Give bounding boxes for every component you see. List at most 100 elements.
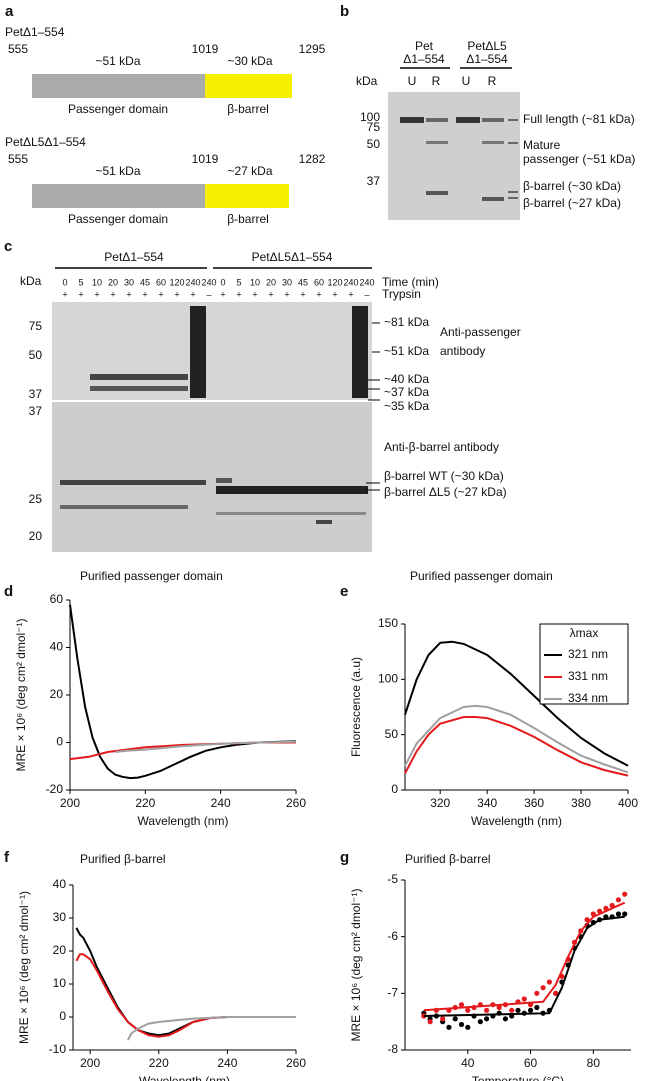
- chart: g Purified β-barrel -8 -7 -6 -5 40 60 80 Temperat…: [340, 849, 631, 1081]
- y-tick-label: -8: [387, 1042, 398, 1056]
- time: 240: [201, 277, 216, 287]
- data-point: [446, 1024, 452, 1030]
- y-tick-label: -7: [387, 986, 398, 1000]
- lane-group: PetΔL5: [467, 39, 507, 53]
- x-tick-label: 260: [286, 1056, 306, 1070]
- time: 240: [185, 277, 200, 287]
- domain-label: Passenger domain: [68, 102, 168, 116]
- x-tick-label: 200: [60, 796, 80, 810]
- data-point: [509, 1007, 515, 1013]
- data-point: [465, 1024, 471, 1030]
- trypsin: +: [220, 289, 225, 299]
- lane-label: U: [408, 74, 417, 88]
- data-line: [115, 740, 297, 753]
- data-point: [515, 1007, 521, 1013]
- x-tick-label: 360: [524, 796, 544, 810]
- lane-group: Pet: [415, 39, 434, 53]
- trypsin: +: [268, 289, 273, 299]
- axis-title: Trypsin: [382, 287, 421, 301]
- time: 5: [78, 277, 83, 287]
- unit: kDa: [356, 74, 378, 88]
- y-tick-label: 0: [59, 1009, 66, 1023]
- y-axis-title: MRE × 10⁶ (deg cm² dmol⁻¹): [349, 889, 363, 1042]
- panel-label: f: [4, 849, 10, 866]
- data-point: [622, 911, 628, 917]
- panel-label: a: [5, 3, 14, 20]
- y-tick-label: 40: [50, 640, 64, 654]
- data-point: [465, 1007, 471, 1013]
- x-tick-label: 200: [80, 1056, 100, 1070]
- legend-box: [539, 623, 629, 705]
- marker: 20: [29, 529, 43, 543]
- gel-c: [52, 267, 380, 552]
- panel-label: g: [340, 849, 349, 866]
- x-tick-label: 40: [461, 1056, 475, 1070]
- data-line: [423, 901, 626, 1012]
- data-line: [423, 915, 625, 1017]
- trypsin: +: [316, 289, 321, 299]
- y-tick-label: 50: [385, 727, 399, 741]
- data-line: [69, 604, 297, 780]
- trypsin: +: [300, 289, 305, 299]
- trypsin: +: [62, 289, 67, 299]
- chart: e Purified passenger domain 0 50 100 150 320 34…: [340, 569, 638, 828]
- time: 45: [140, 277, 150, 287]
- trypsin: +: [284, 289, 289, 299]
- lane-label: R: [432, 74, 441, 88]
- annotation: passenger (~51 kDa): [523, 152, 635, 166]
- y-tick-label: 20: [53, 943, 67, 957]
- time: 240: [359, 277, 374, 287]
- annotation: β-barrel (~30 kDa): [523, 179, 621, 193]
- marker: 37: [367, 174, 381, 188]
- panel-label: e: [340, 583, 348, 600]
- marker: 37: [29, 404, 43, 418]
- data-point: [477, 1019, 483, 1025]
- y-axis-title: MRE × 10⁶ (deg cm² dmol⁻¹): [17, 891, 31, 1044]
- antibody: Anti-passenger: [440, 325, 521, 339]
- gel-b: [388, 67, 520, 220]
- group: PetΔ1–554: [104, 250, 164, 264]
- y-tick-label: 150: [378, 616, 398, 630]
- antibody: antibody: [440, 344, 485, 358]
- trypsin: +: [158, 289, 163, 299]
- trypsin: +: [190, 289, 195, 299]
- residue: 1019: [192, 152, 219, 166]
- data-point: [458, 1002, 465, 1008]
- annotation: ~51 kDa: [384, 344, 429, 358]
- data-point: [484, 1016, 490, 1022]
- data-point: [553, 990, 559, 996]
- annotation: Mature: [523, 138, 561, 152]
- domain-label: Passenger domain: [68, 212, 168, 226]
- x-axis-title: Wavelength (nm): [139, 1074, 230, 1081]
- trypsin: +: [94, 289, 99, 299]
- y-tick-label: 60: [50, 592, 64, 606]
- marker: 37: [29, 387, 43, 401]
- antibody: Anti-β-barrel antibody: [384, 440, 499, 454]
- time: 20: [108, 277, 118, 287]
- residue: 1282: [299, 152, 326, 166]
- chart-title: Purified β-barrel: [405, 852, 491, 866]
- time: 0: [220, 277, 225, 287]
- legend-title: λmax: [570, 626, 599, 640]
- data-point: [534, 1004, 540, 1011]
- data-line: [404, 716, 629, 777]
- data-point: [534, 990, 540, 996]
- residue: 555: [8, 152, 28, 166]
- trypsin: +: [252, 289, 257, 299]
- data-point: [615, 897, 622, 903]
- chart-title: Purified passenger domain: [80, 569, 223, 583]
- residue: 1295: [299, 42, 326, 56]
- x-axis-title: Temperature (°C): [472, 1074, 564, 1081]
- data-point: [527, 1007, 534, 1013]
- x-tick-label: 220: [135, 796, 155, 810]
- time: 120: [169, 277, 184, 287]
- trypsin: +: [236, 289, 241, 299]
- trypsin: +: [126, 289, 131, 299]
- x-tick-label: 240: [217, 1056, 237, 1070]
- x-tick-label: 80: [587, 1056, 601, 1070]
- y-axis-title: MRE × 10⁶ (deg cm² dmol⁻¹): [14, 619, 28, 772]
- time: 10: [92, 277, 102, 287]
- data-point: [546, 979, 552, 985]
- barrel-bar: [205, 184, 289, 208]
